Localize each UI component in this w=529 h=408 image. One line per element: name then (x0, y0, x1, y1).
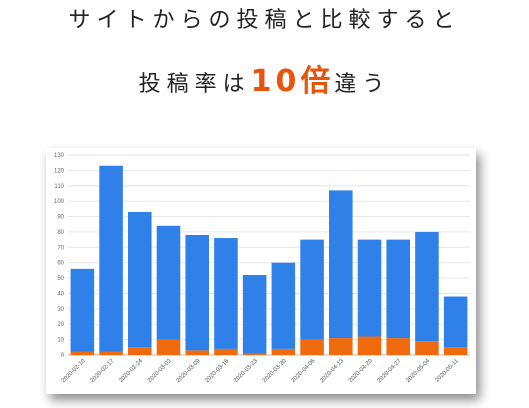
bar-orange (415, 341, 439, 355)
bar-orange (70, 351, 95, 355)
bar-blue (300, 239, 324, 340)
bar-blue (156, 225, 181, 340)
x-axis-ticks: 2020-02-10 2020-02-17 2020-02-24 2020-03-02… (61, 358, 461, 384)
x-tick-label: 2020-04-27 (377, 358, 403, 384)
y-tick-label: 0 (61, 353, 65, 359)
bar-orange (329, 338, 353, 355)
bar-orange (242, 353, 267, 355)
bar-blue (443, 296, 468, 348)
bar-orange (99, 351, 123, 355)
y-tick-label: 100 (54, 199, 65, 205)
y-tick-label: 90 (57, 215, 64, 221)
bar-orange (300, 339, 324, 355)
y-tick-label: 20 (57, 322, 64, 328)
x-tick-label: 2020-04-06 (291, 358, 317, 384)
x-tick-label: 2020-03-23 (233, 358, 259, 384)
headline-prefix: 投稿率は (138, 72, 251, 97)
x-tick-label: 2020-03-09 (176, 358, 202, 384)
bar-blue (242, 275, 267, 354)
y-tick-label: 110 (54, 184, 64, 190)
y-tick-label: 40 (57, 291, 64, 297)
x-tick-label: 2020-05-11 (434, 358, 460, 384)
y-tick-label: 30 (57, 307, 64, 313)
y-axis-ticks: 0 10 20 30 40 50 60 70 80 90 100 110 120 130 (54, 153, 65, 359)
headline-highlight: 10倍 (250, 64, 335, 99)
x-tick-label: 2020-02-24 (118, 358, 144, 384)
headline-suffix: 違う (334, 72, 391, 97)
bars (70, 165, 468, 355)
x-tick-label: 2020-05-04 (405, 358, 431, 384)
x-tick-label: 2020-04-20 (348, 358, 374, 384)
bar-orange (386, 338, 410, 355)
bar-blue (386, 239, 410, 339)
headline-line-1: サイトからの投稿と比較すると (68, 8, 461, 33)
bar-orange (185, 350, 209, 355)
bar-orange (128, 347, 152, 355)
bar-orange (443, 347, 468, 355)
x-tick-label: 2020-03-30 (262, 358, 288, 384)
y-tick-label: 10 (57, 338, 64, 344)
bar-blue (185, 235, 209, 351)
x-tick-label: 2020-04-13 (319, 358, 345, 384)
stacked-bar-chart: 0 10 20 30 40 50 60 70 80 90 100 110 120 130 2020-02-… (54, 153, 470, 384)
x-tick-label: 2020-02-10 (61, 358, 87, 384)
bar-blue (357, 239, 382, 337)
y-tick-label: 50 (57, 276, 64, 282)
y-tick-label: 60 (57, 261, 64, 267)
bar-blue (99, 165, 123, 352)
bar-blue (70, 268, 95, 352)
chart-card: 0 10 20 30 40 50 60 70 80 90 100 110 120 130 2020-02-… (46, 148, 476, 394)
bar-blue (415, 231, 439, 342)
y-tick-label: 120 (54, 168, 65, 174)
x-tick-label: 2020-02-17 (90, 358, 116, 384)
bar-blue (271, 262, 296, 349)
headline-line-2: 投稿率は10倍違う (0, 62, 529, 105)
bar-orange (357, 336, 382, 355)
x-tick-label: 2020-03-16 (204, 358, 230, 384)
bar-blue (214, 238, 238, 349)
y-tick-label: 130 (54, 153, 65, 159)
bar-orange (214, 348, 238, 355)
y-tick-label: 70 (57, 245, 64, 251)
x-tick-label: 2020-03-02 (147, 358, 173, 384)
bar-orange (156, 339, 181, 355)
bar-blue (329, 190, 353, 339)
bar-blue (128, 211, 152, 348)
bar-orange (271, 348, 296, 355)
y-tick-label: 80 (57, 230, 64, 236)
